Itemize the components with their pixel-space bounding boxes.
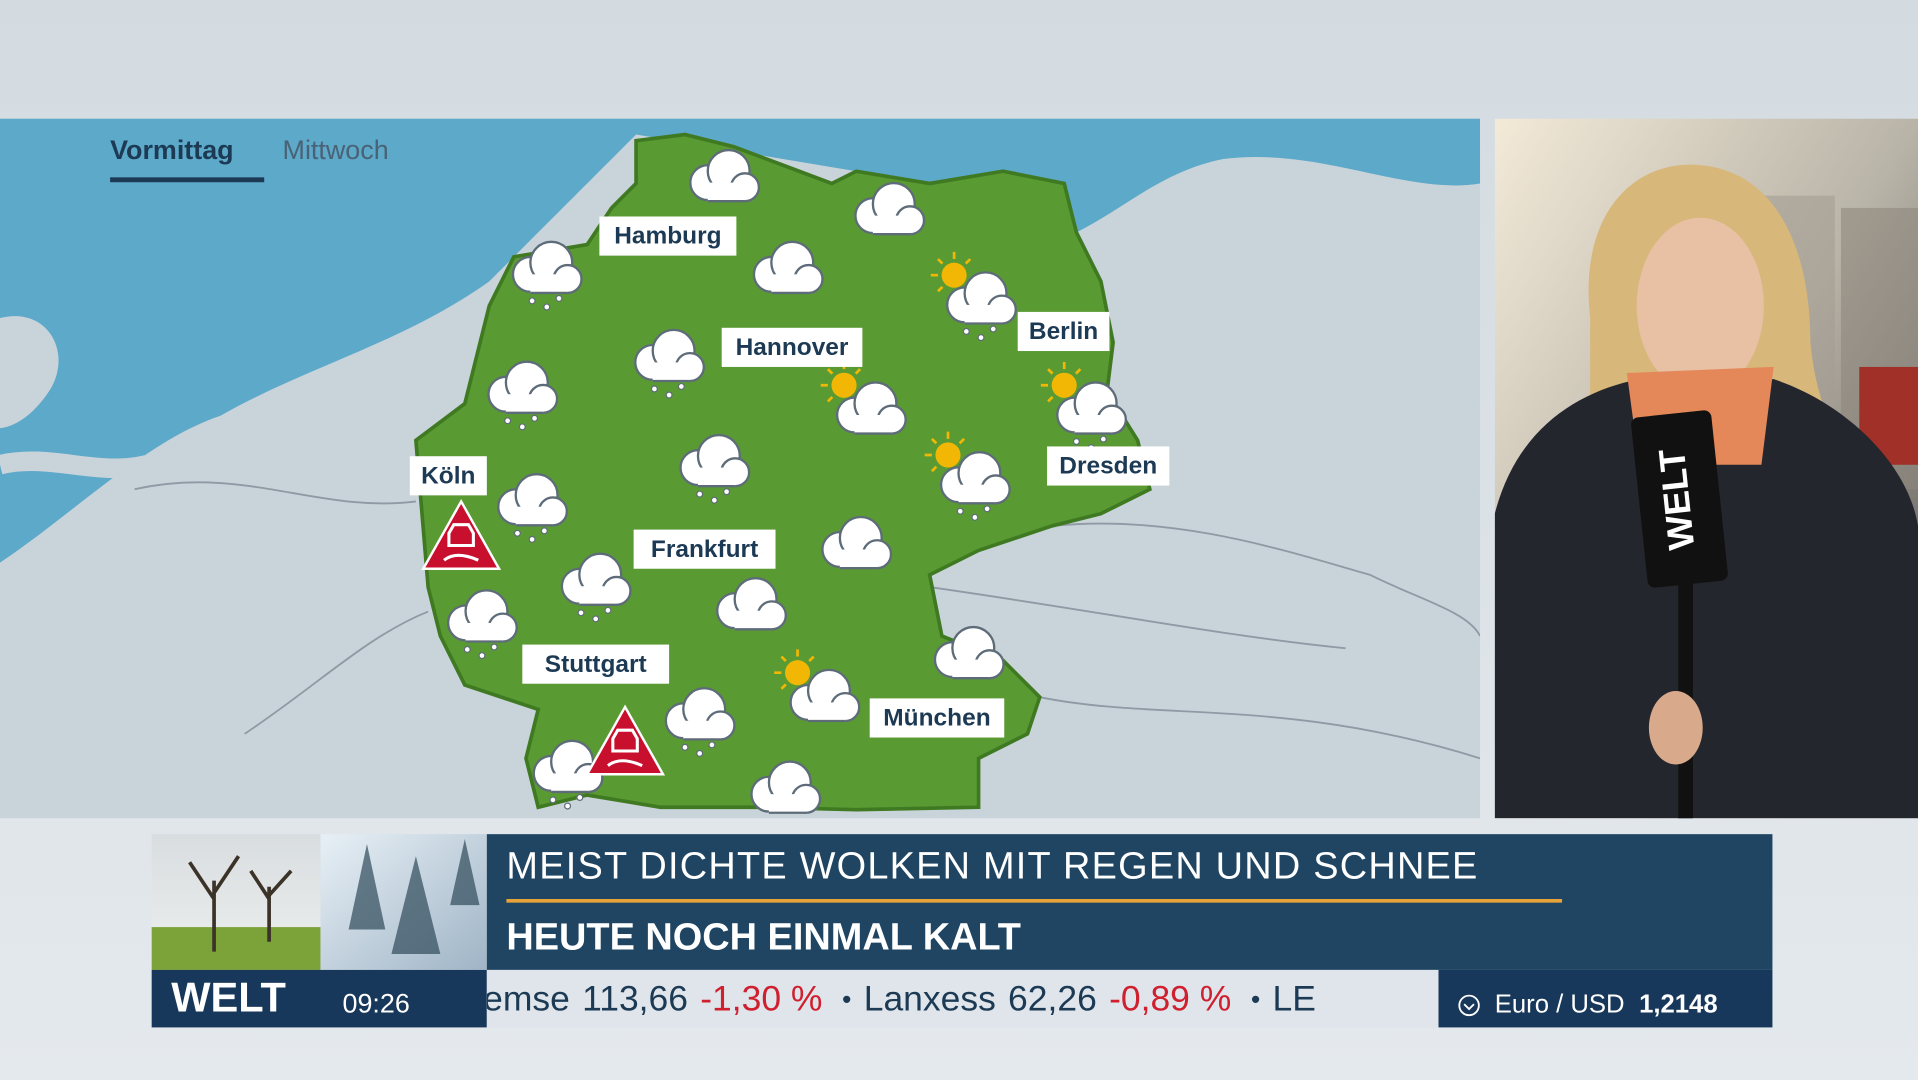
precip	[681, 743, 689, 751]
precip	[504, 417, 512, 425]
coast	[0, 451, 150, 479]
currency-pair: Euro / USD 1,2148	[1495, 990, 1718, 1018]
snow-trees	[348, 839, 480, 955]
precip	[528, 297, 536, 305]
precip	[977, 334, 985, 342]
face	[1636, 217, 1764, 394]
city-box	[409, 456, 487, 496]
city-box	[1017, 311, 1110, 352]
precip	[518, 423, 526, 431]
precip	[971, 513, 979, 521]
warning-car	[606, 728, 643, 768]
precip	[490, 643, 498, 651]
headline: MEIST DICHTE WOLKEN MIT REGEN UND SCHNEE	[506, 845, 1478, 887]
precip	[696, 490, 704, 498]
warning-car	[443, 523, 479, 562]
city-box	[1047, 446, 1170, 486]
precip	[708, 741, 716, 749]
warning-icon	[421, 498, 502, 570]
precip	[1072, 437, 1080, 446]
city-label: Dresden	[1059, 453, 1157, 480]
trees	[188, 855, 293, 952]
precip	[564, 802, 572, 810]
headline-rule	[506, 898, 1563, 903]
precip	[577, 609, 585, 617]
ticker-change: -1,30 %	[700, 979, 822, 1019]
logo: WELT	[171, 973, 286, 1020]
ticker-price: 62,26	[1008, 979, 1097, 1019]
city-label: Köln	[421, 462, 475, 489]
hand	[1648, 691, 1703, 765]
precip	[604, 606, 612, 614]
precip	[530, 414, 539, 422]
precip	[956, 507, 964, 515]
precip	[549, 796, 557, 804]
borders	[134, 481, 1481, 760]
city-label: Berlin	[1029, 318, 1098, 345]
microphone	[1631, 410, 1728, 588]
precip	[989, 325, 997, 333]
currency-icon-arrow	[1463, 1003, 1475, 1011]
precip	[677, 382, 685, 391]
jacket	[1494, 379, 1918, 819]
city-box	[599, 216, 737, 256]
ticker-change: -0,89 %	[1109, 979, 1231, 1019]
precip	[592, 615, 600, 623]
precip	[576, 793, 584, 802]
precip	[650, 385, 658, 393]
sea	[0, 118, 1481, 563]
currency-rate: 1,2148	[1639, 990, 1718, 1018]
city-label: Hamburg	[614, 223, 721, 250]
precip	[696, 749, 704, 757]
tab-active: Vormittag	[110, 135, 234, 165]
precip	[543, 303, 551, 311]
city-box	[721, 327, 863, 367]
currency-icon	[1458, 994, 1480, 1017]
tab-underline	[110, 177, 265, 183]
weather-icons	[421, 148, 1128, 814]
ticker-name: emse	[483, 979, 570, 1019]
lower-third: MEIST DICHTE WOLKEN MIT REGEN UND SCHNEE…	[151, 834, 1773, 1028]
city-label: Hannover	[736, 334, 849, 361]
city-label: Frankfurt	[651, 536, 758, 563]
ticker-price: 113,66	[582, 979, 688, 1019]
precip	[478, 652, 486, 660]
city-box	[522, 644, 670, 684]
ticker-text: emse 113,66 -1,30 % • Lanxess 62,26 -0,89 % • LE	[483, 979, 1316, 1019]
logo-box	[151, 969, 487, 1028]
precip	[528, 535, 536, 543]
ticker-separator: •	[1251, 985, 1260, 1015]
precip	[513, 529, 521, 537]
city-labels: Hamburg Hannover Berlin Köln Dresden Frankfur…	[409, 216, 1170, 738]
meadow	[151, 927, 321, 970]
tab-day: Mittwoch	[283, 135, 389, 165]
clock: 09:26	[343, 989, 410, 1019]
precip	[983, 505, 991, 513]
reporter-video: WELT	[1494, 118, 1918, 819]
currency-box	[1438, 969, 1773, 1028]
precip	[962, 327, 970, 336]
city-label: München	[883, 705, 990, 732]
ticker-name: Lanxess	[864, 979, 996, 1019]
precip	[710, 496, 718, 504]
warning-icon	[585, 704, 666, 776]
ticker-name: LE	[1273, 979, 1316, 1019]
precip	[463, 645, 471, 654]
currency-pair-name: Euro / USD	[1495, 990, 1625, 1018]
city-box	[869, 698, 1005, 738]
ticker-bar	[486, 969, 1439, 1028]
precip	[540, 527, 548, 535]
precip	[1099, 435, 1107, 443]
subline: HEUTE NOCH EINMAL KALT	[506, 916, 1021, 958]
island	[0, 316, 59, 429]
weather-map: Hamburg Hannover Berlin Köln Dresden Frankfur…	[0, 118, 1481, 819]
precip	[665, 391, 673, 399]
precip	[723, 488, 731, 496]
ticker-separator: •	[842, 985, 851, 1015]
city-label: Stuttgart	[545, 651, 647, 678]
city-box	[633, 529, 776, 569]
precip	[555, 294, 563, 302]
